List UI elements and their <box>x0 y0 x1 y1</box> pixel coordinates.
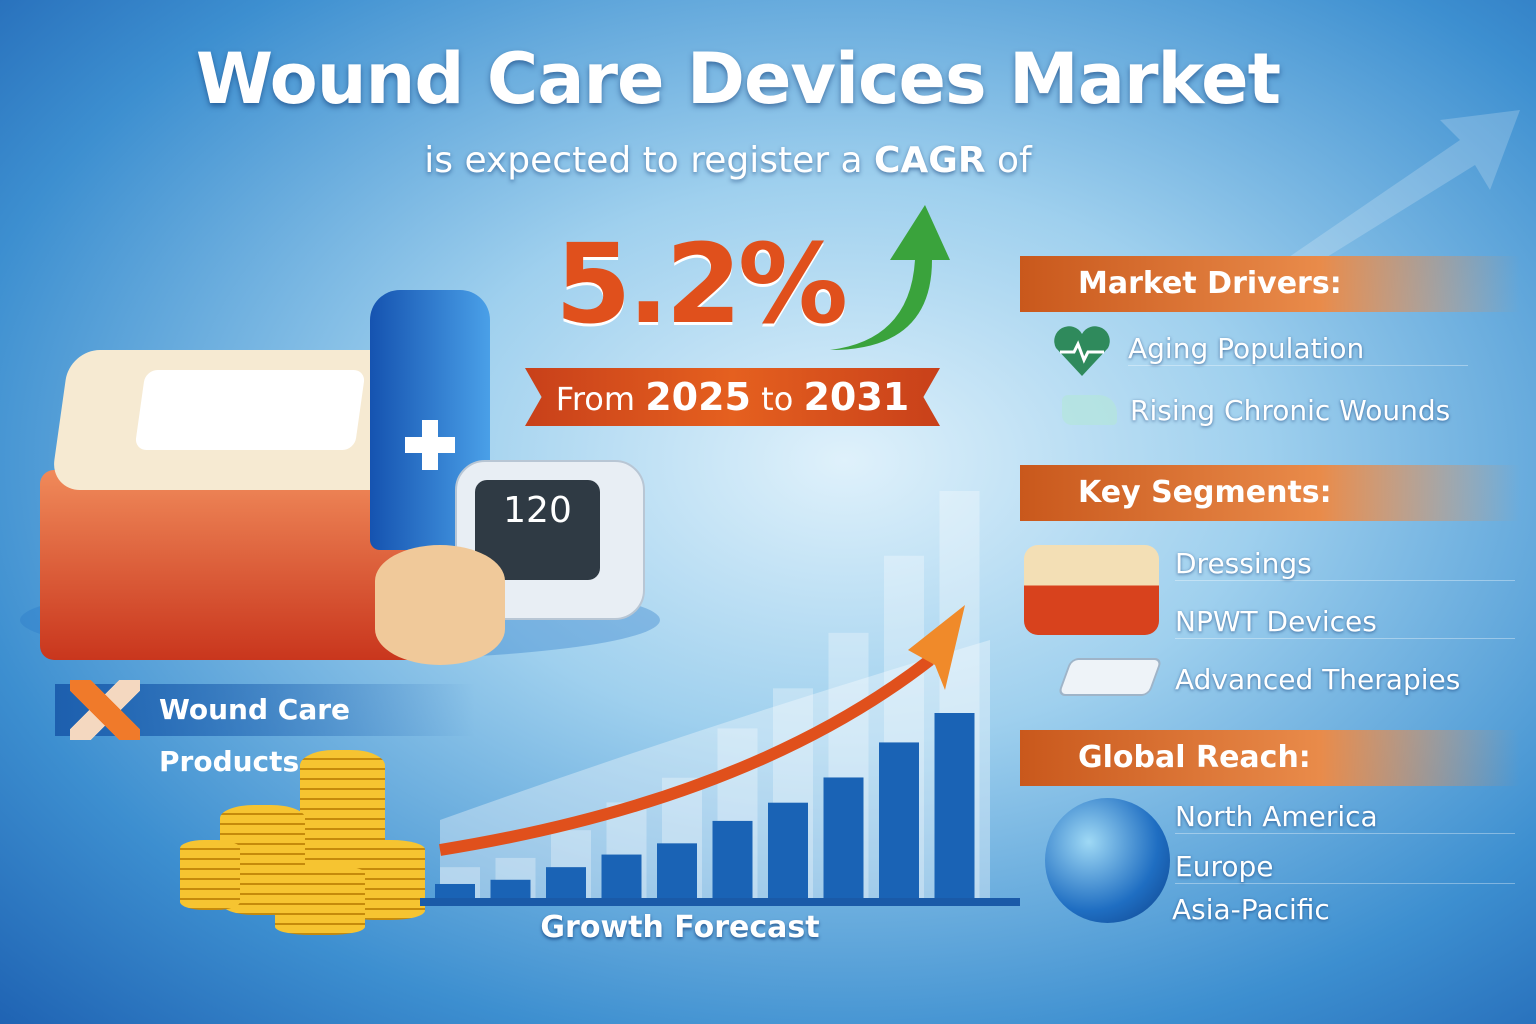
trend-arrow-head <box>908 605 965 690</box>
growth-arrow-icon <box>830 205 950 350</box>
chart-baseline <box>420 898 1020 906</box>
subtitle-cagr: CAGR <box>874 140 986 181</box>
background-arrow-icon <box>1270 110 1520 280</box>
chart-bar <box>546 867 586 898</box>
driver-item: Rising Chronic Wounds <box>1130 394 1451 427</box>
segment-item: Advanced Therapies <box>1175 663 1461 696</box>
therapy-device-icon <box>1057 658 1163 696</box>
chart-bar <box>657 843 697 898</box>
bandage-icon <box>70 680 140 740</box>
segment-item: NPWT Devices <box>1175 605 1515 639</box>
coins-illustration <box>180 750 430 940</box>
map-icon <box>1062 395 1117 425</box>
region-item: North America <box>1175 800 1515 834</box>
region-item: Europe <box>1175 850 1515 884</box>
device-display: 120 <box>475 480 600 580</box>
year-range-banner: From 2025 to 2031 <box>525 368 940 426</box>
chart-bar <box>712 820 753 898</box>
products-label-text: Wound Care Products <box>159 693 351 778</box>
trend-arrow-line <box>439 655 934 856</box>
chart-bar <box>823 777 864 898</box>
market-drivers-header: Market Drivers: <box>1020 256 1520 312</box>
range-from-label: From <box>555 380 636 418</box>
chart-bar <box>435 883 475 898</box>
growth-forecast-label: Growth Forecast <box>540 910 820 945</box>
range-start: 2025 <box>645 375 751 419</box>
chart-bar <box>490 879 531 898</box>
page-title: Wound Care Devices Market <box>195 38 1281 120</box>
globe-icon <box>1045 798 1170 923</box>
heart-pulse-icon <box>1054 326 1110 376</box>
segment-item: Dressings <box>1175 547 1515 581</box>
key-segments-header: Key Segments: <box>1020 465 1520 521</box>
region-item: Asia-Pacific <box>1172 893 1330 926</box>
medical-cross-icon <box>405 420 455 470</box>
growth-chart <box>420 491 1020 906</box>
driver-item: Aging Population <box>1128 332 1468 366</box>
range-end: 2031 <box>803 375 910 419</box>
range-to-label: to <box>761 380 794 418</box>
tape-roll <box>375 545 505 665</box>
global-reach-header: Global Reach: <box>1020 730 1520 786</box>
products-illustration: 120 <box>20 280 670 680</box>
dressing-kit-icon <box>1024 545 1159 635</box>
chart-bar <box>934 713 975 898</box>
subtitle-post: of <box>997 140 1032 181</box>
chart-bar <box>879 742 919 898</box>
subtitle: is expected to register a CAGR of <box>0 140 1456 181</box>
cagr-value: 5.2% <box>555 220 848 348</box>
chart-bar <box>601 854 642 898</box>
chart-bar <box>768 802 808 898</box>
subtitle-pre: is expected to register a <box>424 140 863 181</box>
